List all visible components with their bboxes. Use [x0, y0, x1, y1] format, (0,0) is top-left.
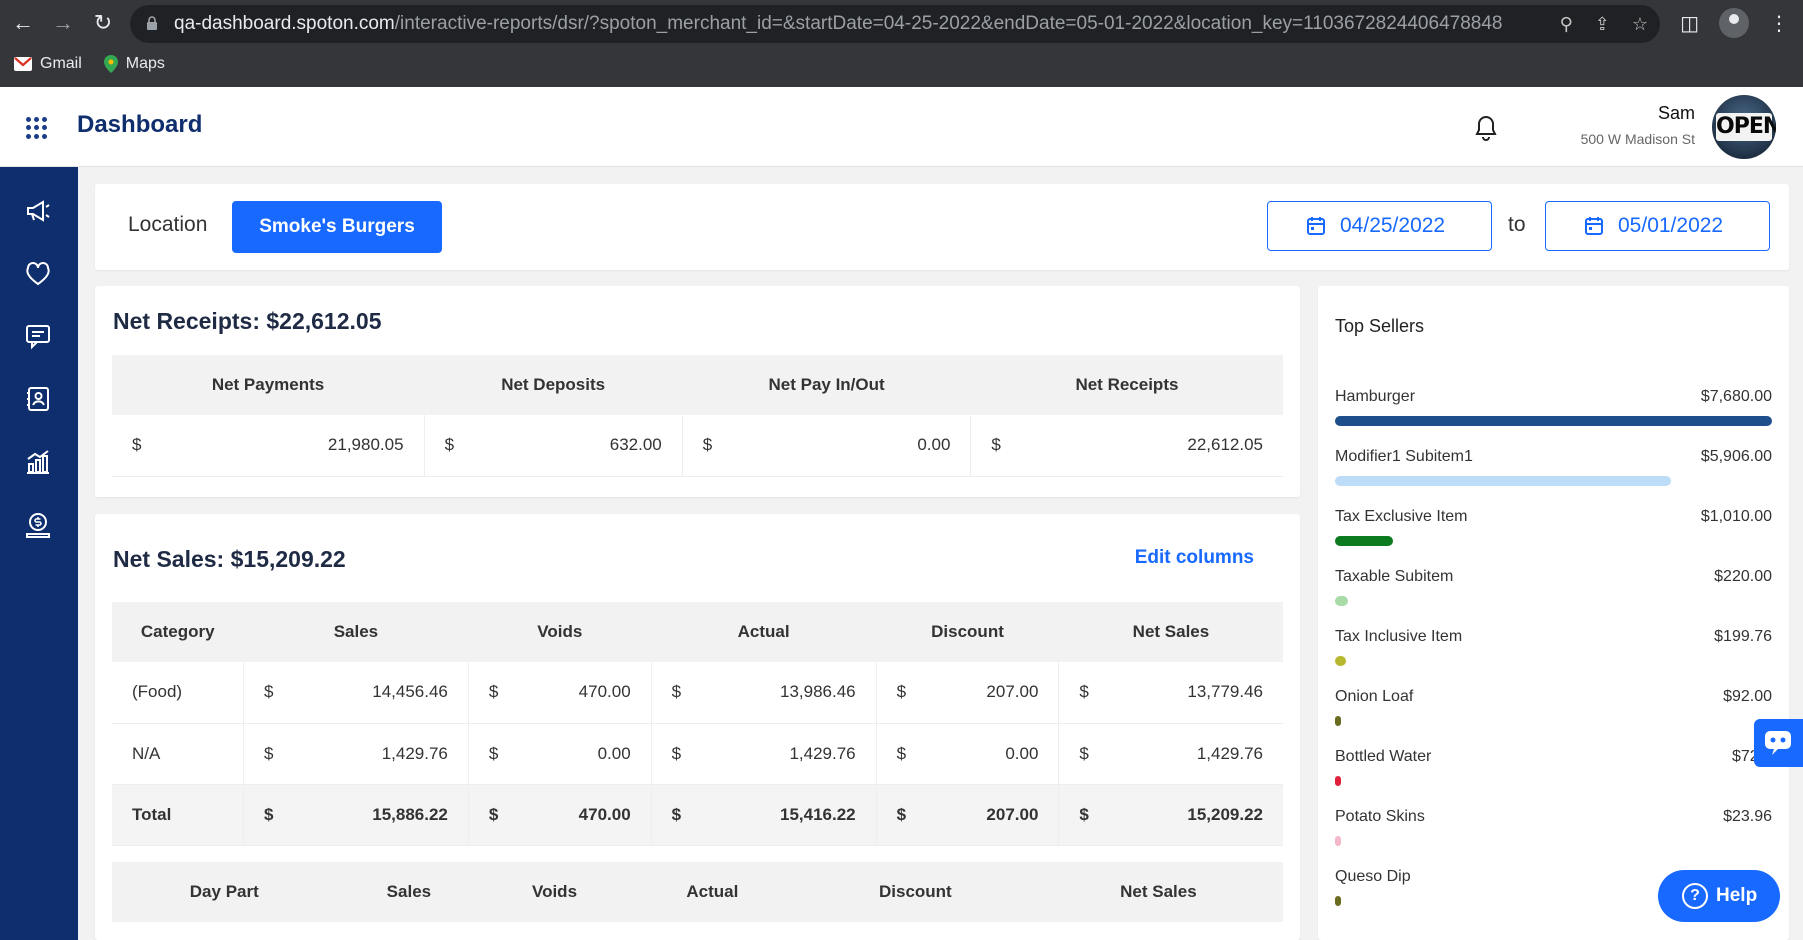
top-seller-name: Hamburger [1335, 388, 1416, 405]
to-label: to [1508, 213, 1526, 236]
top-seller-bar [1335, 536, 1393, 546]
top-seller-name: Taxable Subitem [1335, 568, 1454, 585]
zoom-icon[interactable]: ⚲ [1559, 13, 1573, 34]
column-header: Discount [876, 602, 1059, 662]
top-seller-name: Modifier1 Subitem1 [1335, 448, 1473, 465]
calendar-icon [1307, 217, 1325, 235]
bell-icon[interactable] [1474, 115, 1498, 141]
bookmarks-bar: Gmail Maps [0, 50, 165, 78]
chart-icon[interactable] [24, 448, 52, 476]
top-seller-value: $1,010.00 [1700, 508, 1772, 525]
bookmark-maps[interactable]: Maps [103, 55, 165, 73]
column-header: Net Sales [1033, 862, 1283, 922]
filter-bar: Location Smoke's Burgers 04/25/2022 to 0… [95, 184, 1789, 270]
calendar-icon [1585, 217, 1603, 235]
end-date-picker[interactable]: 05/01/2022 [1545, 201, 1770, 251]
url-text: qa-dashboard.spoton.com/interactive-repo… [174, 13, 1503, 34]
lock-icon [147, 16, 157, 30]
location-button[interactable]: Smoke's Burgers [232, 201, 442, 253]
column-header: Actual [651, 602, 877, 662]
column-header: Net Sales [1058, 602, 1283, 662]
chat-icon[interactable] [24, 322, 52, 350]
column-header: Net Payments [112, 355, 425, 415]
top-seller-bar [1335, 656, 1346, 666]
menu-icon[interactable]: ⋮ [1769, 12, 1789, 35]
start-date-picker[interactable]: 04/25/2022 [1267, 201, 1492, 251]
chat-widget-button[interactable] [1754, 719, 1803, 767]
page-title: Dashboard [77, 111, 203, 138]
top-sellers-title: Top Sellers [1335, 316, 1425, 336]
top-seller-name: Onion Loaf [1335, 688, 1414, 705]
location-label: Location [128, 213, 208, 236]
column-header: Actual [627, 862, 797, 922]
top-seller-name: Queso Dip [1335, 868, 1411, 885]
top-seller-bar [1335, 416, 1772, 426]
top-seller-bar [1335, 476, 1671, 486]
net-receipts-title: Net Receipts: $22,612.05 [113, 308, 382, 334]
net-receipts-card: Net Receipts: $22,612.05 Net Payments Ne… [95, 286, 1300, 497]
column-header: Sales [243, 602, 469, 662]
money-icon[interactable] [24, 511, 52, 539]
user-address: 500 W Madison St [1580, 131, 1695, 147]
net-sales-table: Category Sales Voids Actual Discount Net… [112, 602, 1283, 846]
net-receipts-table: Net Payments Net Deposits Net Pay In/Out… [112, 355, 1283, 477]
address-bar[interactable]: qa-dashboard.spoton.com/interactive-repo… [130, 5, 1660, 43]
column-header: Day Part [112, 862, 337, 922]
column-header: Voids [481, 862, 628, 922]
app-header: Dashboard Sam 500 W Madison St OPEN [0, 87, 1803, 167]
table-row: (Food) $14,456.46 $470.00 $13,986.46 $20… [112, 662, 1283, 724]
top-seller-name: Potato Skins [1335, 808, 1425, 825]
day-part-table: Day Part Sales Voids Actual Discount Net… [112, 862, 1283, 922]
column-header: Sales [336, 862, 482, 922]
net-sales-card: Net Sales: $15,209.22 Edit columns Categ… [95, 514, 1300, 940]
top-seller-value: $92.00 [1723, 688, 1772, 705]
table-row: N/A $1,429.76 $0.00 $1,429.76 $0.00 $1,4… [112, 723, 1283, 785]
contacts-icon[interactable] [24, 385, 52, 413]
reload-icon[interactable]: ↻ [93, 10, 113, 35]
share-icon[interactable]: ⇪ [1594, 13, 1610, 34]
column-header: Net Receipts [970, 355, 1283, 415]
table-row: $21,980.05 $632.00 $0.00 $22,612.05 [112, 415, 1283, 477]
top-seller-value: $5,906.00 [1700, 448, 1772, 465]
top-sellers-card: Top Sellers Hamburger $7,680.00 Modifier1 … [1318, 286, 1789, 940]
avatar[interactable]: OPEN [1712, 95, 1776, 159]
top-seller-bar [1335, 716, 1341, 726]
bookmark-gmail[interactable]: Gmail [14, 55, 82, 73]
chat-bot-icon [1765, 731, 1791, 755]
top-seller-value: $7,680.00 [1700, 388, 1772, 405]
browser-chrome: ← → ↻ qa-dashboard.spoton.com/interactiv… [0, 0, 1803, 87]
top-seller-name: Tax Exclusive Item [1335, 508, 1468, 525]
profile-icon[interactable] [1719, 8, 1749, 38]
total-row: Total $15,886.22 $470.00 $15,416.22 $207… [112, 784, 1283, 846]
heart-icon[interactable] [24, 260, 52, 288]
column-header: Voids [468, 602, 652, 662]
forward-icon[interactable]: → [52, 10, 74, 35]
top-seller-bar [1335, 836, 1341, 846]
column-header: Category [112, 602, 244, 662]
column-header: Discount [796, 862, 1034, 922]
column-header: Net Pay In/Out [682, 355, 971, 415]
back-icon[interactable]: ← [12, 10, 34, 35]
gmail-icon [14, 57, 32, 71]
column-header: Net Deposits [424, 355, 683, 415]
net-sales-title: Net Sales: $15,209.22 [113, 546, 346, 572]
top-seller-bar [1335, 776, 1341, 786]
top-seller-value: $220.00 [1714, 568, 1772, 585]
top-seller-bar [1335, 596, 1348, 606]
megaphone-icon[interactable] [24, 197, 52, 225]
side-panel-icon[interactable]: ◫ [1680, 12, 1699, 35]
user-name: Sam [1657, 103, 1695, 123]
apps-grid-icon[interactable] [26, 117, 48, 139]
top-seller-value: $199.76 [1714, 628, 1772, 645]
top-seller-name: Tax Inclusive Item [1335, 628, 1463, 645]
top-seller-bar [1335, 896, 1341, 906]
maps-icon [103, 55, 118, 73]
star-icon[interactable]: ☆ [1631, 13, 1648, 34]
help-button[interactable]: ? Help [1658, 870, 1780, 922]
top-seller-name: Bottled Water [1335, 748, 1432, 765]
sidebar [0, 167, 78, 940]
question-icon: ? [1682, 883, 1708, 909]
edit-columns-link[interactable]: Edit columns [1134, 547, 1254, 568]
top-seller-value: $23.96 [1723, 808, 1772, 825]
